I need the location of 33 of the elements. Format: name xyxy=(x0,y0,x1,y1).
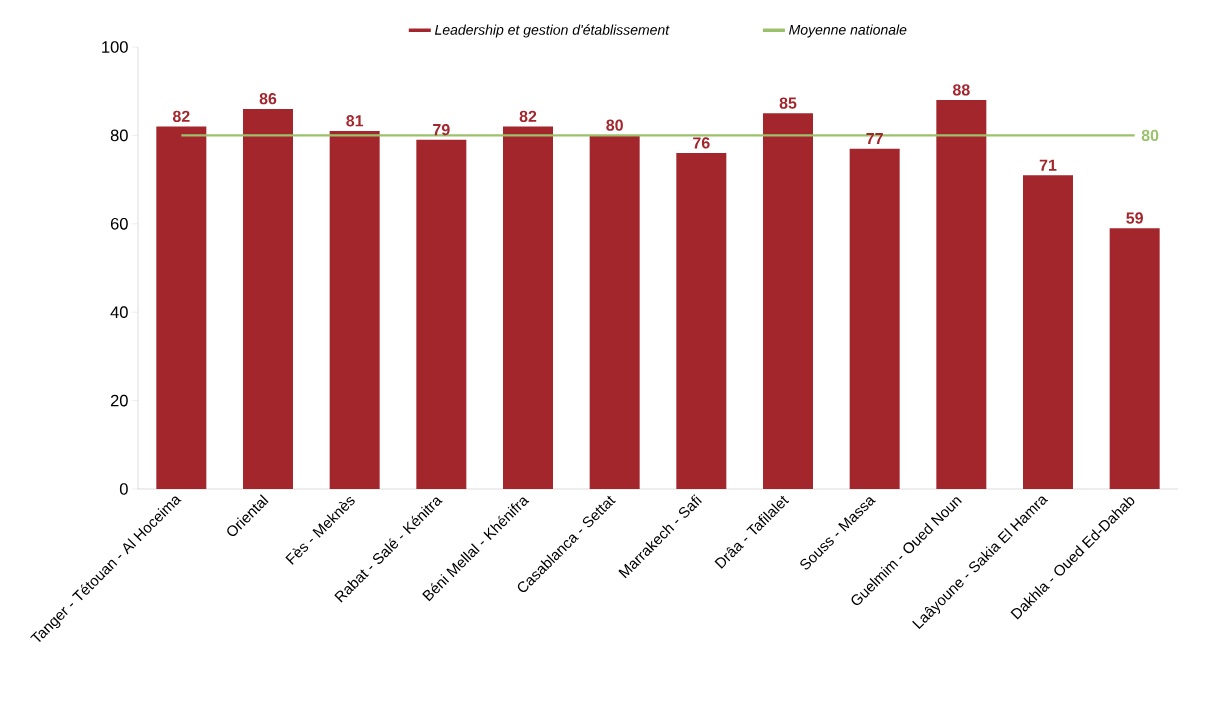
bar xyxy=(849,148,900,489)
data-label: 77 xyxy=(866,133,883,145)
data-label: 79 xyxy=(433,123,450,136)
data-label: 80 xyxy=(1141,129,1159,142)
bar xyxy=(329,130,380,489)
data-label: 81 xyxy=(346,115,364,127)
y-tick-label: 0 xyxy=(119,483,128,495)
bar xyxy=(156,126,207,489)
bar xyxy=(936,100,987,489)
y-tick-label: 20 xyxy=(110,394,128,407)
data-label: 88 xyxy=(952,84,970,96)
bar xyxy=(1023,175,1073,489)
y-tick-label: 100 xyxy=(102,41,128,53)
y-tick-label: 60 xyxy=(110,217,128,230)
data-label: 82 xyxy=(172,110,190,123)
data-label: 59 xyxy=(1126,212,1143,224)
bar xyxy=(1109,228,1160,489)
legend-label: Moyenne nationale xyxy=(789,24,907,38)
data-label: 86 xyxy=(259,93,277,105)
data-label: 71 xyxy=(1039,159,1057,171)
bar xyxy=(243,108,293,489)
data-label: 76 xyxy=(693,137,710,149)
y-tick-label: 40 xyxy=(110,306,128,319)
data-label: 82 xyxy=(519,110,537,123)
bar xyxy=(503,126,553,489)
data-label: 85 xyxy=(779,97,797,109)
legend-label: Leadership et gestion d'établissement xyxy=(434,24,670,38)
bar xyxy=(589,135,640,489)
bar xyxy=(763,113,813,489)
y-tick-label: 80 xyxy=(110,129,128,142)
bar xyxy=(676,153,727,489)
bar xyxy=(416,139,467,489)
data-label: 80 xyxy=(606,119,623,131)
